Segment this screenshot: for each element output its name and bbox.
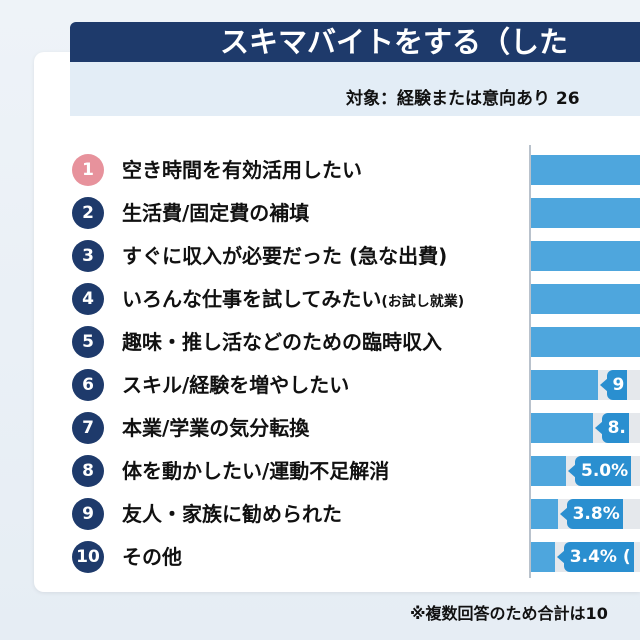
chart-row: 10 その他	[70, 539, 520, 575]
category-subtext: (お試し就業)	[381, 294, 465, 310]
chart-row: 4 いろんな仕事を試してみたい(お試し就業)	[70, 281, 520, 317]
rank-badge: 3	[72, 240, 104, 272]
category-label: 趣味・推し活などのための臨時収入	[122, 324, 442, 360]
category-text: 体を動かしたい/運動不足解消	[122, 459, 390, 483]
value-label: 8.	[594, 413, 629, 443]
chart-row: 3 すぐに収入が必要だった (急な出費)	[70, 238, 520, 274]
value-label: 3.8%	[559, 499, 623, 529]
category-text: 趣味・推し活などのための臨時収入	[122, 330, 442, 354]
bar	[531, 542, 555, 572]
value-label: 5.0%	[567, 456, 632, 486]
chart-row: 7 本業/学業の気分転換	[70, 410, 520, 446]
category-text: 友人・家族に勧められた	[122, 502, 342, 526]
category-text: その他	[122, 545, 182, 569]
category-label: その他	[122, 539, 182, 575]
bar	[531, 413, 593, 443]
rank-badge: 10	[72, 541, 104, 573]
subtitle: 対象：経験または意向あり 26	[70, 62, 640, 116]
chart-row: 1 空き時間を有効活用したい	[70, 152, 520, 188]
category-text: スキル/経験を増やしたい	[122, 373, 350, 397]
rank-badge: 9	[72, 498, 104, 530]
chart-row: 6 スキル/経験を増やしたい	[70, 367, 520, 403]
value-label: 3.4% (	[556, 542, 634, 572]
chart-row: 8 体を動かしたい/運動不足解消	[70, 453, 520, 489]
category-label: 友人・家族に勧められた	[122, 496, 342, 532]
category-text: いろんな仕事を試してみたい	[122, 287, 382, 311]
category-label: すぐに収入が必要だった (急な出費)	[122, 238, 447, 274]
bar	[531, 370, 598, 400]
rank-badge: 4	[72, 283, 104, 315]
category-label: 空き時間を有効活用したい	[122, 152, 362, 188]
rank-badge: 2	[72, 197, 104, 229]
bar	[531, 155, 640, 185]
category-label: 体を動かしたい/運動不足解消	[122, 453, 389, 489]
rank-badge: 1	[72, 154, 104, 186]
footnote: ※複数回答のため合計は10	[410, 604, 608, 623]
chart-axis	[529, 145, 531, 578]
value-label: 9	[599, 370, 628, 400]
category-label: 生活費/固定費の補填	[122, 195, 309, 231]
bar	[531, 284, 640, 314]
bar	[531, 499, 558, 529]
category-label: スキル/経験を増やしたい	[122, 367, 349, 403]
chart-row: 9 友人・家族に勧められた	[70, 496, 520, 532]
category-text: 本業/学業の気分転換	[122, 416, 310, 440]
chart-row: 2 生活費/固定費の補填	[70, 195, 520, 231]
category-label: 本業/学業の気分転換	[122, 410, 309, 446]
category-text: すぐに収入が必要だった (急な出費)	[122, 244, 448, 268]
category-text: 生活費/固定費の補填	[122, 201, 310, 225]
chart-row: 5 趣味・推し活などのための臨時収入	[70, 324, 520, 360]
rank-badge: 5	[72, 326, 104, 358]
bar	[531, 327, 640, 357]
bar	[531, 456, 566, 486]
rank-badge: 8	[72, 455, 104, 487]
page-title: スキマバイトをする（した	[70, 22, 640, 62]
bar	[531, 198, 640, 228]
category-text: 空き時間を有効活用したい	[122, 158, 362, 182]
rank-badge: 7	[72, 412, 104, 444]
bar	[531, 241, 640, 271]
category-label: いろんな仕事を試してみたい(お試し就業)	[122, 281, 464, 320]
rank-badge: 6	[72, 369, 104, 401]
